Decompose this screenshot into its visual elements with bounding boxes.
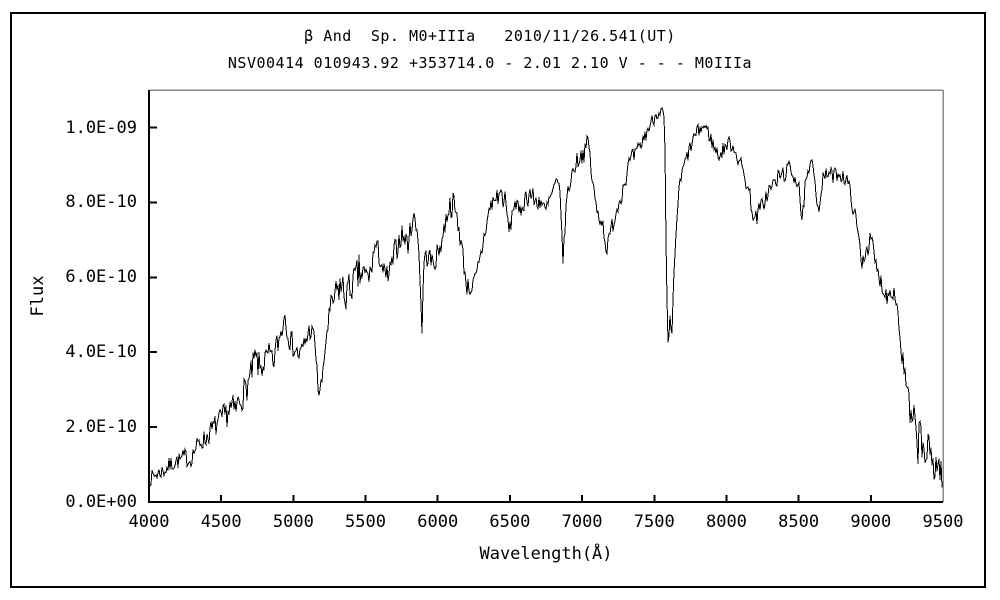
x-tick-label-5500: 5500: [345, 512, 386, 532]
y-tick-label-4.0E-10: 4.0E-10: [65, 342, 137, 363]
x-tick-label-9000: 9000: [850, 512, 892, 532]
y-tick-label-1.0E-09: 1.0E-09: [65, 117, 137, 138]
y-tick-label-0.0E+00: 0.0E+00: [65, 492, 137, 512]
x-tick-label-7000: 7000: [561, 512, 603, 532]
x-tick-label-8500: 8500: [778, 512, 820, 532]
image-border: [10, 12, 986, 588]
spectrum-line: [149, 106, 943, 488]
chart-title: β And Sp. M0+IIIa 2010/11/26.541(UT): [304, 27, 676, 45]
y-tick-label-6.0E-10: 6.0E-10: [65, 267, 137, 288]
y-tick-label-2.0E-10: 2.0E-10: [65, 417, 137, 438]
x-tick-label-9500: 9500: [922, 512, 964, 532]
x-tick-label-6500: 6500: [489, 512, 531, 532]
x-tick-label-5000: 5000: [272, 512, 314, 532]
x-tick-label-6000: 6000: [417, 512, 459, 532]
y-tick-label-8.0E-10: 8.0E-10: [65, 192, 137, 213]
x-tick-label-4500: 4500: [200, 512, 242, 532]
x-tick-label-4000: 4000: [128, 512, 170, 532]
x-tick-label-7500: 7500: [633, 512, 675, 532]
chart-subtitle: NSV00414 010943.92 +353714.0 - 2.01 2.10…: [227, 54, 753, 72]
x-axis-title: Wavelength(Å): [479, 544, 613, 564]
x-tick-label-8000: 8000: [705, 512, 747, 532]
